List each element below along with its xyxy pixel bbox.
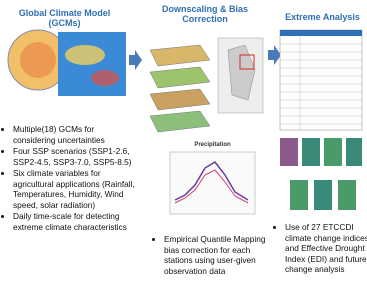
column-title: Downscaling & Bias Correction <box>160 4 250 24</box>
stacked-maps <box>150 45 210 132</box>
bullet-list: Multiple(18) GCMs for considering uncert… <box>2 124 138 233</box>
bullet: Daily time-scale for detecting extreme c… <box>13 211 138 232</box>
map-blob <box>65 45 105 65</box>
page: Global Climate Model (GCMs) Downscaling … <box>0 0 367 302</box>
bullet: Empirical Quantile Mapping bias correcti… <box>164 234 279 276</box>
index-table <box>280 30 362 130</box>
bullet: Six climate variables for agricultural a… <box>13 168 138 210</box>
bullet: Four SSP scenarios (SSP1-2.6, SSP2-4.5, … <box>13 146 138 167</box>
map-blob <box>91 70 119 86</box>
globe-core <box>20 42 56 78</box>
column-title: Global Climate Model (GCMs) <box>2 8 127 28</box>
graph-frame <box>170 152 255 214</box>
small-maps <box>280 138 362 210</box>
bullet-list: Empirical Quantile Mapping bias correcti… <box>153 234 279 277</box>
table-header <box>280 30 362 36</box>
column-title: Extreme Analysis <box>280 12 365 22</box>
arrow <box>129 50 142 70</box>
arrow <box>268 45 281 65</box>
bullet: Multiple(18) GCMs for considering uncert… <box>13 124 138 145</box>
bullet-list: Use of 27 ETCCDI climate change indices … <box>274 222 367 276</box>
bullet: Use of 27 ETCCDI climate change indices … <box>285 222 367 275</box>
figure-title: Precipitation <box>170 142 255 148</box>
